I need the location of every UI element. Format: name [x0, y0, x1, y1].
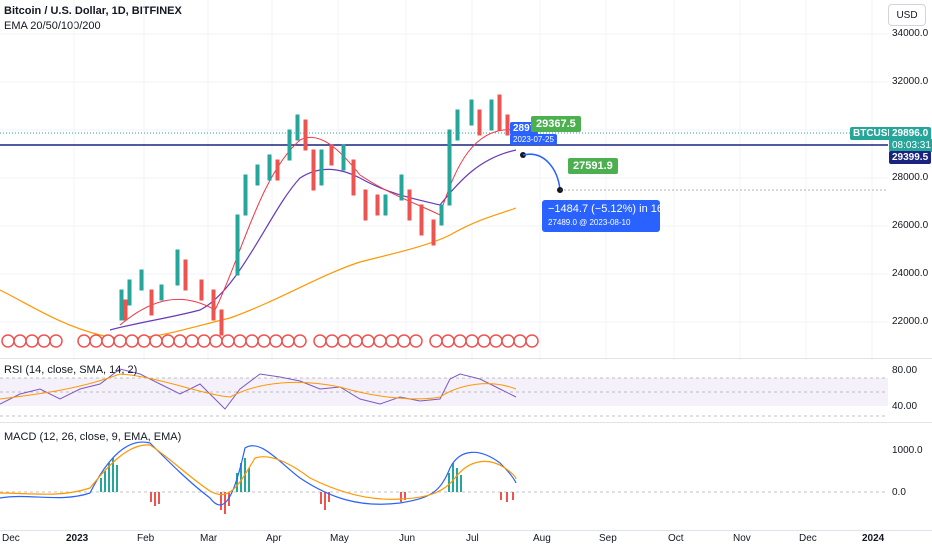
time-tick: Mar	[200, 533, 218, 544]
time-tick: Sep	[599, 533, 617, 544]
time-tick: Dec	[799, 533, 817, 544]
time-tick: 2024	[862, 533, 885, 544]
target-bottom-tag[interactable]: 27591.9	[568, 158, 618, 174]
level-line-tag: 29399.5	[889, 151, 932, 164]
time-tick: Oct	[668, 533, 684, 544]
ema-20-line	[119, 129, 517, 326]
macd-label[interactable]: MACD (12, 26, close, 9, EMA, EMA)	[4, 431, 182, 443]
time-axis-divider	[0, 530, 932, 531]
ema-50-line	[109, 149, 517, 331]
time-tick: May	[330, 533, 349, 544]
projection-box[interactable]: −1484.7 (−5.12%) in 16d 27489.0 @ 2023-0…	[542, 200, 669, 232]
price-tick: 34000.0	[892, 28, 929, 39]
target-top-tag[interactable]: 29367.5	[531, 116, 581, 132]
time-tick: Aug	[533, 533, 551, 544]
macd-tick: 0.0	[892, 487, 906, 498]
ema-indicator-label[interactable]: EMA 20/50/100/200	[4, 20, 101, 32]
price-tick: 24000.0	[892, 268, 929, 279]
last-price-tag: 29896.0	[889, 127, 932, 140]
price-chart[interactable]	[0, 0, 932, 360]
price-tick: 32000.0	[892, 76, 929, 87]
currency-button[interactable]: USD	[888, 4, 926, 26]
time-tick: 2023	[66, 533, 89, 544]
price-tick: 28000.0	[892, 172, 929, 183]
time-tick: Dec	[2, 533, 20, 544]
time-tick: Nov	[733, 533, 751, 544]
price-tick: 22000.0	[892, 316, 929, 327]
chart-title: Bitcoin / U.S. Dollar, 1D, BITFINEX	[4, 5, 182, 17]
projection-detail: 27489.0 @ 2023-08-10	[548, 218, 631, 227]
rsi-chart[interactable]	[0, 359, 888, 421]
ema-200-line	[0, 207, 517, 339]
macd-tick: 1000.0	[892, 445, 923, 456]
pane-divider[interactable]	[0, 358, 932, 359]
symbol-tag: BTCUSD	[850, 127, 898, 140]
time-tick: Feb	[137, 533, 155, 544]
rsi-label[interactable]: RSI (14, close, SMA, 14, 2)	[4, 364, 138, 376]
macd-chart[interactable]	[0, 423, 888, 530]
time-tick: Apr	[266, 533, 282, 544]
countdown-tag: 08:03:31	[889, 139, 932, 152]
rsi-tick: 40.00	[892, 401, 918, 412]
projection-change: −1484.7 (−5.12%) in 16d	[548, 203, 670, 215]
rsi-tick: 80.00	[892, 365, 918, 376]
time-tick: Jul	[466, 533, 479, 544]
event-icons-row	[1, 334, 539, 348]
time-tick: Jun	[399, 533, 416, 544]
cursor-date-tag: 2023-07-25	[510, 134, 557, 145]
pane-divider[interactable]	[0, 422, 932, 423]
price-tick: 26000.0	[892, 220, 929, 231]
